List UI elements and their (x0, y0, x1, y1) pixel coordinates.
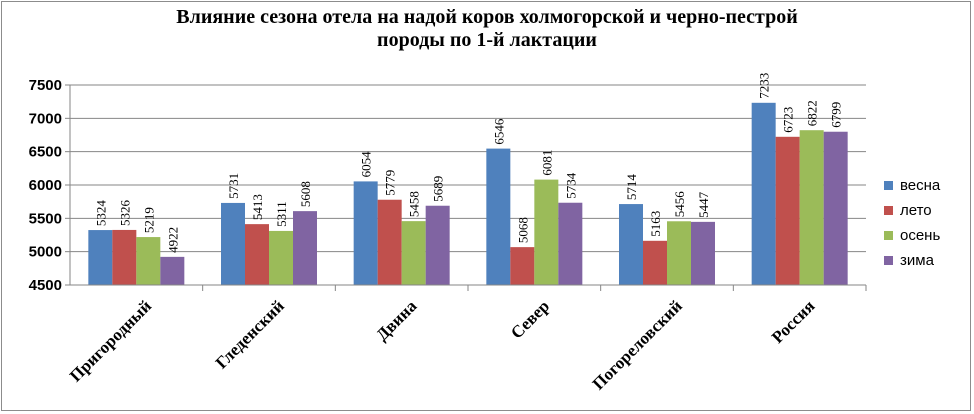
bars (88, 102, 848, 285)
bar (401, 221, 426, 285)
bar (112, 229, 137, 285)
data-label: 5608 (298, 181, 313, 207)
gridlines (70, 84, 866, 253)
data-label: 6081 (539, 150, 554, 176)
data-label: 5326 (117, 199, 132, 226)
legend-label: весна (900, 177, 941, 194)
data-label: 5447 (696, 191, 711, 218)
data-label: 6546 (491, 118, 506, 145)
data-label: 6822 (805, 100, 820, 126)
bar (667, 221, 691, 285)
data-label: 5731 (226, 173, 241, 199)
data-label: 5068 (515, 217, 530, 243)
data-label: 6723 (781, 107, 796, 133)
x-category-label: Двина (372, 296, 420, 344)
bar (377, 199, 402, 285)
bar (353, 181, 378, 285)
data-label: 4922 (165, 227, 180, 253)
legend-swatch (884, 231, 893, 240)
legend-label: лето (900, 202, 932, 219)
chart-title-line-2: породы по 1-й лактации (377, 29, 597, 51)
bar (160, 256, 185, 285)
bar (245, 224, 269, 285)
data-label: 5413 (250, 194, 265, 220)
y-tick-label: 6000 (29, 177, 62, 194)
bar (269, 230, 293, 285)
data-label: 5163 (648, 211, 663, 237)
legend-label: зима (900, 252, 935, 269)
legend-swatch (884, 206, 893, 215)
bar (619, 204, 643, 285)
chart-title-line-1: Влияние сезона отела на надой коров холм… (176, 6, 798, 28)
bar (293, 211, 317, 285)
data-label: 5734 (563, 172, 578, 199)
bar (510, 247, 535, 285)
bar (691, 221, 715, 285)
legend-swatch (884, 256, 893, 265)
legend-swatch (884, 181, 893, 190)
data-label: 5311 (274, 201, 289, 227)
y-tick-label: 5500 (29, 210, 62, 227)
data-label: 7233 (757, 73, 772, 99)
data-label: 5324 (93, 200, 108, 227)
y-tick-label: 7000 (29, 110, 62, 127)
bar (643, 240, 667, 285)
data-labels: 5324 5326 5219 4922 5731 5413 5311 5608 6054 5779… (93, 73, 843, 253)
x-category-label: Гледенский (212, 296, 288, 372)
bar (534, 179, 559, 285)
data-label: 5456 (672, 191, 687, 218)
data-label: 5219 (141, 207, 156, 233)
y-tick-label: 5000 (29, 244, 62, 261)
bar (823, 131, 848, 285)
data-label: 5689 (431, 176, 446, 202)
data-label: 6054 (359, 151, 374, 178)
bar (751, 102, 776, 285)
data-label: 5779 (383, 170, 398, 196)
bar (136, 237, 161, 285)
bar (486, 148, 511, 285)
legend-label: осень (900, 227, 940, 244)
bar (799, 130, 824, 285)
data-label: 5714 (624, 174, 639, 201)
x-category-label: Пригородный (66, 296, 155, 385)
y-tick-label: 7500 (29, 77, 62, 94)
legend: весна лето осень зима (884, 177, 941, 269)
y-tick-label: 6500 (29, 144, 62, 161)
data-label: 5458 (407, 191, 422, 217)
bar (558, 202, 583, 285)
bar (221, 202, 245, 285)
y-tick-label: 4500 (29, 277, 62, 294)
bar (425, 205, 450, 285)
bar (88, 230, 113, 285)
x-category-label: Погореловский (589, 296, 686, 393)
data-label: 6799 (829, 102, 844, 128)
chart-title: Влияние сезона отела на надой коров холм… (0, 6, 974, 52)
x-category-label: Север (507, 296, 553, 342)
x-category-label: Россия (768, 296, 819, 347)
bar (775, 136, 800, 285)
